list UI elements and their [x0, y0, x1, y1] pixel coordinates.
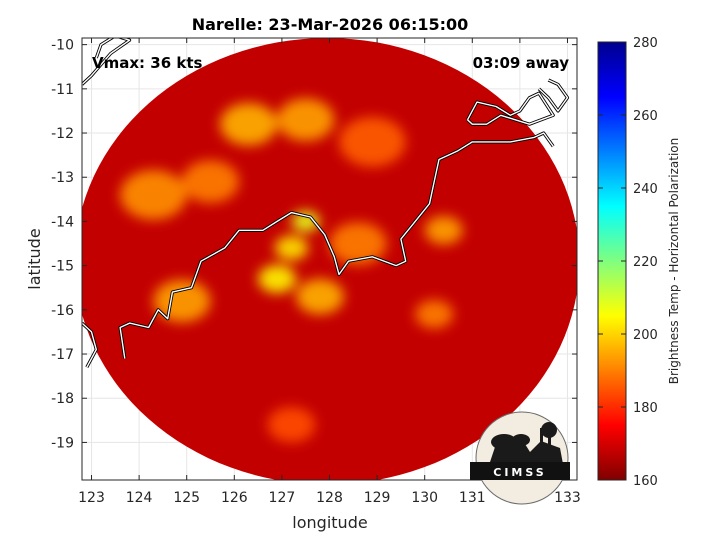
brightness-feature: [153, 279, 211, 323]
coastline-path: [82, 322, 97, 368]
coastline-path: [119, 132, 554, 359]
colorbar-tick-label: 220: [633, 255, 658, 270]
colorbar-tick-label: 240: [633, 182, 658, 197]
x-tick-label: 131: [459, 490, 486, 506]
brightness-feature: [291, 210, 320, 233]
brightness-feature: [329, 222, 387, 265]
colorbar-ticks: 160 180 200 220 240 260 280: [598, 36, 658, 489]
brightness-feature: [277, 98, 335, 141]
brightness-feature: [120, 170, 187, 220]
y-axis-label: latitude: [25, 228, 44, 289]
brightness-features: [120, 98, 463, 443]
x-tick-label: 129: [364, 490, 391, 506]
cimss-logo: CIMSS: [470, 411, 570, 505]
brightness-feature: [274, 235, 309, 261]
brightness-feature: [267, 407, 316, 443]
brightness-feature: [339, 117, 406, 167]
x-tick-label: 124: [126, 490, 153, 506]
y-tick-label: -15: [51, 259, 74, 275]
coastline: [82, 38, 570, 369]
y-tick-label: -17: [51, 347, 74, 363]
y-tick-label: -10: [51, 38, 74, 54]
colorbar-tick-label: 280: [633, 36, 658, 51]
x-tick-label: 130: [411, 490, 438, 506]
colorbar-tick-label: 200: [633, 328, 658, 343]
y-tick-label: -16: [51, 303, 74, 319]
coastline-path: [538, 79, 569, 112]
vmax-annotation: Vmax: 36 kts: [92, 54, 202, 72]
colorbar-label: Brightness Temp - Horizontal Polarizatio…: [667, 138, 681, 385]
colorbar-tick-label: 180: [633, 401, 658, 416]
brightness-feature: [424, 216, 463, 245]
brightness-feature: [258, 264, 297, 294]
x-tick-label: 133: [554, 490, 581, 506]
colorbar-tick-label: 260: [633, 109, 658, 124]
axis-ticks: 123124125126127128129130131132133-10-11-…: [51, 38, 581, 506]
brightness-feature: [296, 278, 344, 315]
brightness-feature: [415, 300, 454, 329]
y-tick-label: -19: [51, 435, 74, 451]
y-tick-label: -14: [51, 214, 74, 230]
logo-text: CIMSS: [493, 466, 546, 479]
x-tick-label: 128: [316, 490, 343, 506]
y-tick-label: -12: [51, 126, 74, 142]
x-tick-label: 125: [173, 490, 200, 506]
colorbar-tick-label: 160: [633, 474, 658, 489]
brightness-feature: [181, 160, 240, 203]
y-tick-label: -18: [51, 391, 74, 407]
x-tick-label: 123: [78, 490, 105, 506]
brightness-feature: [220, 102, 278, 146]
x-tick-label: 126: [221, 490, 248, 506]
chart-title: Narelle: 23-Mar-2026 06:15:00: [192, 15, 469, 34]
coastline-path: [82, 38, 131, 85]
coastline-path: [466, 92, 554, 125]
y-tick-label: -11: [51, 82, 74, 98]
time-away-annotation: 03:09 away: [473, 54, 570, 72]
x-tick-label: 127: [269, 490, 296, 506]
x-axis-label: longitude: [292, 513, 367, 532]
y-tick-label: -13: [51, 170, 74, 186]
swath-disk: [82, 38, 577, 480]
